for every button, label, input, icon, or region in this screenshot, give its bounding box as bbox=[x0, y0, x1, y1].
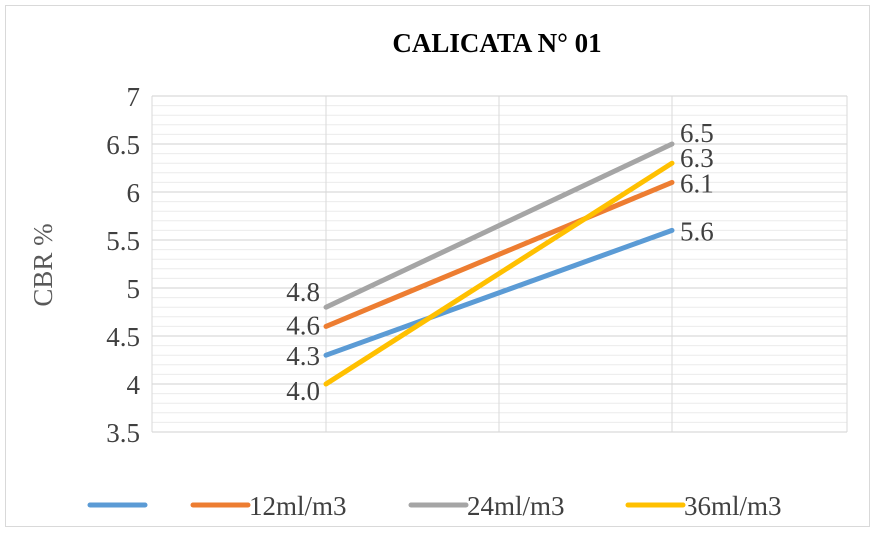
y-tick-label: 5 bbox=[127, 274, 141, 304]
data-label: 5.6 bbox=[680, 216, 714, 246]
y-axis-title: CBR % bbox=[28, 223, 58, 306]
legend-label: 24ml/m3 bbox=[467, 491, 565, 521]
data-label: 4.8 bbox=[286, 277, 320, 307]
gridlines bbox=[151, 95, 848, 433]
data-label: 4.0 bbox=[286, 376, 320, 406]
y-tick-label: 5.5 bbox=[106, 226, 140, 256]
series-line bbox=[323, 160, 675, 387]
y-tick-label: 7 bbox=[127, 82, 141, 112]
y-tick-label: 4.5 bbox=[106, 322, 140, 352]
series-line bbox=[323, 141, 675, 310]
data-label: 6.1 bbox=[680, 168, 714, 198]
series-line bbox=[323, 227, 675, 358]
y-tick-label: 6.5 bbox=[106, 130, 140, 160]
series-lines bbox=[323, 141, 675, 387]
chart-title: CALICATA N° 01 bbox=[392, 28, 601, 58]
y-tick-label: 4 bbox=[127, 370, 141, 400]
legend-label: 36ml/m3 bbox=[684, 491, 782, 521]
series-line bbox=[323, 179, 675, 329]
legend: 12ml/m3 24ml/m3 36ml/m3 bbox=[87, 491, 782, 521]
chart-frame bbox=[5, 5, 870, 527]
data-labels: 4.3 5.6 4.6 6.1 4.8 6.5 4.0 6.3 bbox=[286, 118, 714, 406]
data-label: 6.3 bbox=[680, 143, 714, 173]
legend-label: 12ml/m3 bbox=[249, 491, 347, 521]
y-axis-ticks: 3.5 4 4.5 5 5.5 6 6.5 7 bbox=[106, 82, 140, 448]
data-label: 4.6 bbox=[286, 310, 320, 340]
y-tick-label: 6 bbox=[127, 178, 141, 208]
data-label: 6.5 bbox=[680, 118, 714, 148]
y-tick-label: 3.5 bbox=[106, 418, 140, 448]
data-label: 4.3 bbox=[286, 341, 320, 371]
